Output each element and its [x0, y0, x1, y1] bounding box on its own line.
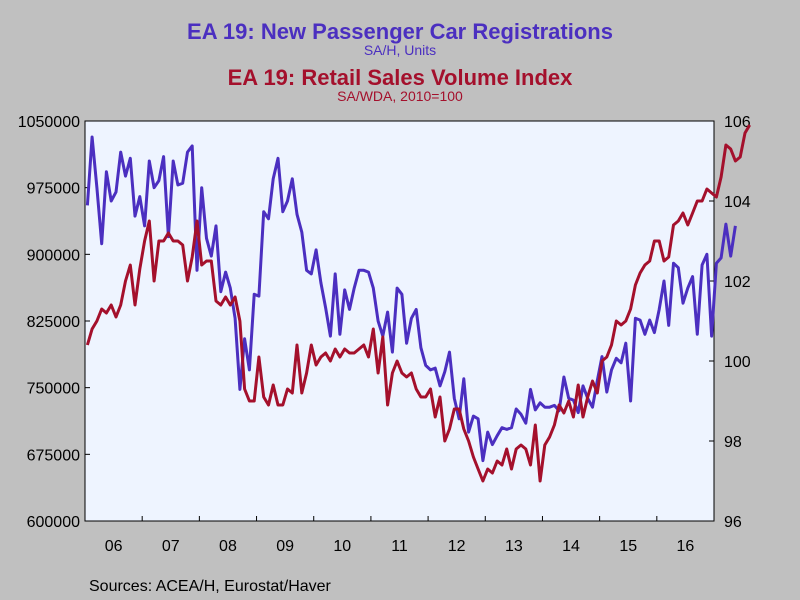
x-axis-tick-label: 13: [505, 538, 523, 555]
left-axis-tick-label: 600000: [27, 514, 80, 531]
x-axis-tick-label: 07: [162, 538, 180, 555]
series-retail-sales-line: [85, 124, 751, 483]
left-axis-tick-label: 675000: [27, 447, 80, 464]
x-axis-tick-label: 08: [219, 538, 237, 555]
right-axis-tick-label: 98: [724, 434, 742, 451]
left-axis-tick-label: 1050000: [18, 114, 80, 131]
right-axis-tick-label: 104: [724, 194, 751, 211]
right-axis-tick-label: 96: [724, 514, 742, 531]
right-axis-tick-label: 106: [724, 114, 751, 131]
x-axis-tick-label: 12: [448, 538, 466, 555]
chart-subtitle-1: SA/H, Units: [363, 42, 437, 58]
x-axis-tick-label: 06: [105, 538, 123, 555]
left-axis-tick-label: 975000: [27, 181, 80, 198]
x-axis-tick-label: 11: [391, 538, 408, 555]
x-axis-tick-label: 10: [333, 538, 351, 555]
chart-subtitle-2: SA/WDA, 2010=100: [337, 88, 463, 104]
left-axis-tick-label: 750000: [27, 381, 80, 398]
x-axis-tick-label: 15: [619, 538, 637, 555]
chart-title-1: EA 19: New Passenger Car Registrations: [187, 19, 613, 44]
x-axis-tick-label: 14: [562, 538, 580, 555]
chart-title-2: EA 19: Retail Sales Volume Index: [227, 65, 573, 90]
left-axis-tick-label: 900000: [27, 247, 80, 264]
x-axis-tick-label: 09: [276, 538, 294, 555]
left-axis-tick-label: 825000: [27, 314, 80, 331]
right-axis-tick-label: 102: [724, 274, 751, 291]
source-note: Sources: ACEA/H, Eurostat/Haver: [89, 578, 331, 595]
right-axis-tick-label: 100: [724, 354, 751, 371]
plot-area: [84, 120, 715, 522]
x-axis-tick-label: 16: [677, 538, 695, 555]
